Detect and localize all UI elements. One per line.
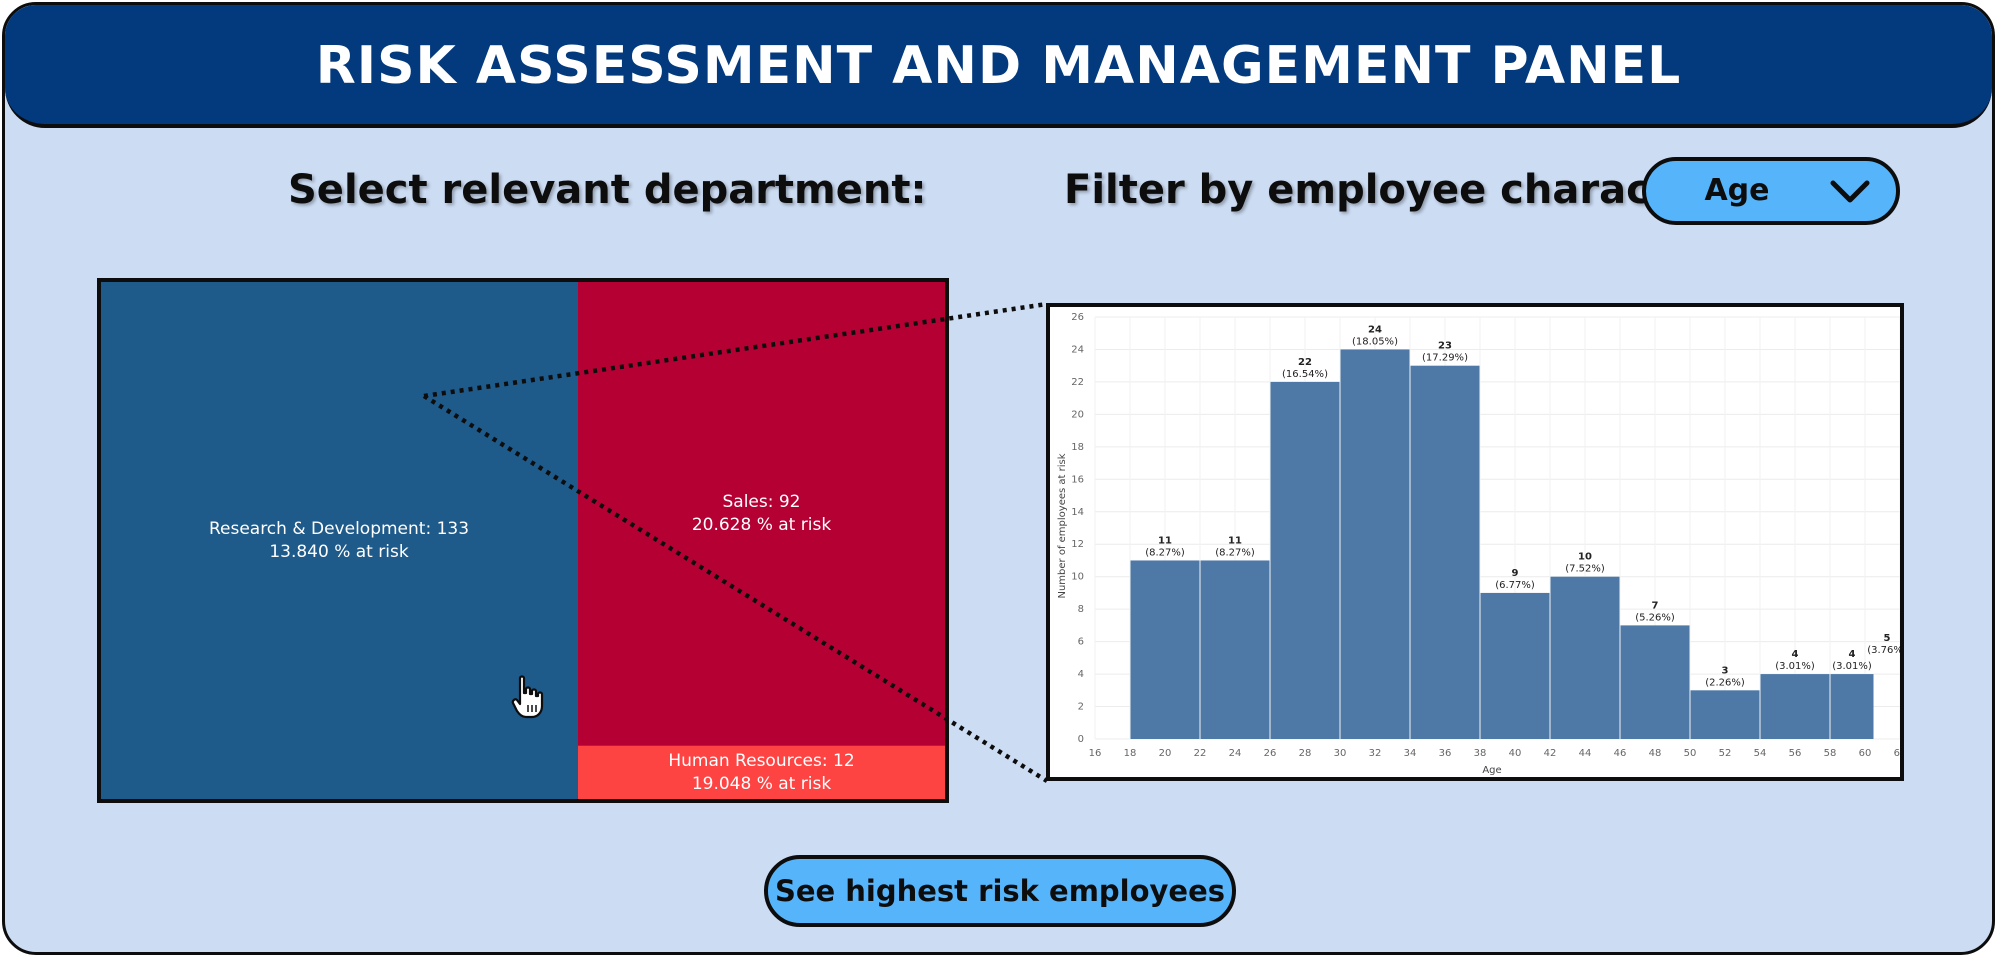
x-tick-label: 44 <box>1579 748 1592 759</box>
tile-label: Research & Development: 133 13.840 % at … <box>209 518 469 564</box>
x-tick-label: 50 <box>1684 748 1697 759</box>
x-tick-label: 58 <box>1824 748 1837 759</box>
bar-percent-label: (5.26%) <box>1635 612 1675 623</box>
bar-value-label: 22 <box>1298 357 1312 368</box>
treemap-tile-human-resources[interactable]: Human Resources: 12 19.048 % at risk <box>578 746 945 799</box>
header-bar: RISK ASSESSMENT AND MANAGEMENT PANEL <box>5 5 1992 128</box>
x-tick-label: 20 <box>1159 748 1172 759</box>
bar-percent-label: (2.26%) <box>1705 677 1745 688</box>
y-tick-label: 24 <box>1071 344 1084 355</box>
x-tick-label: 56 <box>1789 748 1802 759</box>
bar-value-label: 23 <box>1438 341 1452 352</box>
y-tick-label: 16 <box>1071 474 1084 485</box>
y-tick-label: 12 <box>1071 539 1084 550</box>
x-tick-label: 26 <box>1264 748 1277 759</box>
bar-value-label: 5 <box>1884 633 1891 644</box>
histogram-chart: 11(8.27%)11(8.27%)22(16.54%)24(18.05%) 23… <box>1057 312 1900 776</box>
x-tick-label: 16 <box>1089 748 1102 759</box>
bar-percent-label: (18.05%) <box>1352 336 1398 347</box>
dropdown-selected-value: Age <box>1704 173 1770 208</box>
bar-percent-label: (3.01%) <box>1832 661 1872 672</box>
see-highest-risk-employees-button[interactable]: See highest risk employees <box>764 855 1236 927</box>
x-axis-label: Age <box>1482 765 1501 776</box>
y-tick-label: 26 <box>1071 312 1084 323</box>
y-tick-label: 8 <box>1078 604 1084 615</box>
bar-percent-label: (3.01%) <box>1775 661 1815 672</box>
y-tick-label: 14 <box>1071 507 1084 518</box>
y-tick-label: 4 <box>1078 669 1084 680</box>
x-tick-label: 46 <box>1614 748 1627 759</box>
tile-risk: 20.628 % at risk <box>691 514 832 535</box>
bar-value-label: 4 <box>1792 649 1799 660</box>
histogram-bar[interactable] <box>1760 674 1830 739</box>
x-tick-label: 40 <box>1509 748 1522 759</box>
hand-pointer-icon <box>511 675 544 719</box>
histogram-bar[interactable] <box>1550 576 1620 739</box>
y-tick-label: 10 <box>1071 572 1084 583</box>
x-tick-label: 38 <box>1474 748 1487 759</box>
x-tick-label: 62 <box>1894 748 1900 759</box>
bar-percent-label: (3.76%) <box>1867 645 1900 656</box>
tile-count: Human Resources: 12 <box>668 750 855 771</box>
y-tick-label: 20 <box>1071 409 1084 420</box>
bar-value-label: 11 <box>1158 535 1172 546</box>
bar-percent-label: (8.27%) <box>1145 547 1185 558</box>
x-tick-label: 28 <box>1299 748 1312 759</box>
y-tick-label: 0 <box>1078 734 1084 745</box>
department-treemap: Research & Development: 133 13.840 % at … <box>97 278 949 803</box>
chevron-down-icon <box>1830 180 1870 203</box>
histogram-bar[interactable] <box>1410 365 1480 739</box>
bar-percent-label: (16.54%) <box>1282 369 1328 380</box>
x-tick-label: 24 <box>1229 748 1242 759</box>
bar-percent-label: (8.27%) <box>1215 547 1255 558</box>
histogram-bar[interactable] <box>1270 381 1340 739</box>
bar-percent-label: (17.29%) <box>1422 353 1468 364</box>
y-tick-label: 2 <box>1078 702 1084 713</box>
bar-value-label: 11 <box>1228 535 1242 546</box>
treemap-tile-sales[interactable]: Sales: 92 20.628 % at risk <box>578 282 945 745</box>
x-tick-label: 18 <box>1124 748 1137 759</box>
histogram-bar[interactable] <box>1200 560 1270 739</box>
bar-percent-label: (6.77%) <box>1495 580 1535 591</box>
y-tick-label: 6 <box>1078 637 1084 648</box>
x-tick-label: 30 <box>1334 748 1347 759</box>
bar-value-label: 9 <box>1512 568 1519 579</box>
histogram-bar[interactable] <box>1130 560 1200 739</box>
tile-count: Research & Development: 133 <box>208 518 470 539</box>
y-axis-label: Number of employees at risk <box>1057 453 1068 598</box>
tile-risk: 13.840 % at risk <box>269 541 409 562</box>
bar-value-label: 3 <box>1722 665 1729 676</box>
histogram-bar[interactable] <box>1620 625 1690 739</box>
bar-value-label: 4 <box>1849 649 1856 660</box>
x-tick-label: 48 <box>1649 748 1662 759</box>
histogram-bar[interactable] <box>1340 349 1410 739</box>
y-tick-label: 18 <box>1071 442 1084 453</box>
x-tick-label: 36 <box>1439 748 1452 759</box>
bar-value-label: 10 <box>1578 552 1592 563</box>
department-heading: Select relevant department: <box>288 167 927 213</box>
x-tick-label: 52 <box>1719 748 1732 759</box>
x-tick-label: 54 <box>1754 748 1767 759</box>
bar-percent-label: (7.52%) <box>1565 564 1605 575</box>
bar-value-label: 7 <box>1652 600 1659 611</box>
histogram-bar[interactable] <box>1480 592 1550 739</box>
x-tick-label: 60 <box>1859 748 1872 759</box>
x-tick-label: 32 <box>1369 748 1382 759</box>
x-tick-label: 42 <box>1544 748 1557 759</box>
x-tick-label: 34 <box>1404 748 1417 759</box>
histogram-bar[interactable] <box>1690 690 1760 739</box>
tile-count: Sales: 92 <box>722 491 801 512</box>
treemap-tile-research-development[interactable]: Research & Development: 133 13.840 % at … <box>101 282 577 799</box>
tile-risk: 19.048 % at risk <box>691 773 832 794</box>
y-tick-label: 22 <box>1071 377 1084 388</box>
characteristic-dropdown[interactable]: Age <box>1642 157 1900 225</box>
page-title: RISK ASSESSMENT AND MANAGEMENT PANEL <box>315 35 1682 96</box>
age-histogram: 11 (8.27%) 11 (8.27%) 22 (16.54%) 24 (18.05%) 23… <box>1046 303 1904 781</box>
bar-value-label: 24 <box>1368 324 1382 335</box>
x-tick-label: 22 <box>1194 748 1207 759</box>
histogram-bar[interactable] <box>1830 674 1874 739</box>
